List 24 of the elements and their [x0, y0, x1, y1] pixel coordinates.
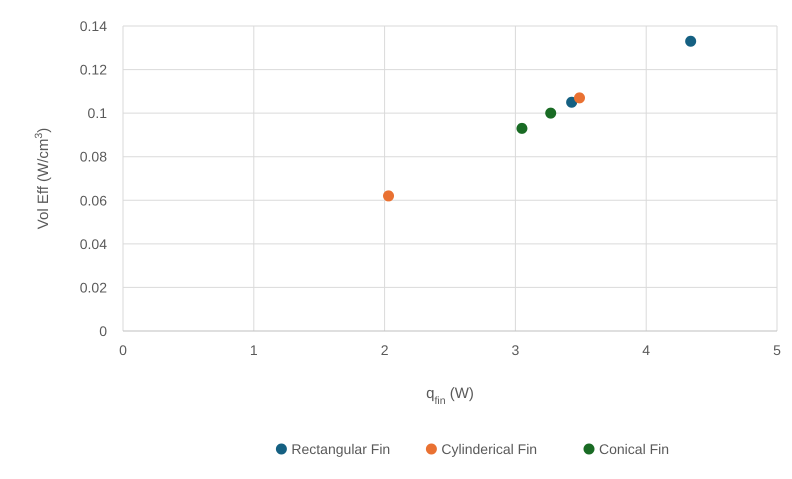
y-tick-label: 0 [99, 323, 108, 339]
x-tick-label: 5 [773, 342, 782, 358]
y-tick-label: 0.02 [80, 279, 108, 296]
legend-label: Rectangular Fin [291, 441, 390, 457]
x-tick-label: 4 [642, 342, 650, 358]
point [545, 108, 556, 119]
x-axis-title: q$_{fin}$ (W) [426, 385, 474, 407]
y-tick-label: 0.14 [80, 18, 108, 34]
y-tick-label: 0.1 [88, 105, 108, 122]
y-tick-label: 0.12 [80, 62, 108, 78]
x-tick-label: 0 [119, 342, 128, 358]
legend-label: Conical Fin [599, 441, 670, 457]
y-tick-label: 0.06 [80, 192, 108, 208]
x-tick-label: 2 [380, 342, 389, 358]
y-tick-label: 0.04 [80, 236, 108, 252]
x-tick-label: 1 [250, 342, 258, 358]
point [685, 36, 696, 47]
y-tick-label: 0.08 [80, 148, 108, 165]
x-tick-label: 3 [512, 342, 520, 358]
point [516, 122, 528, 134]
point [574, 92, 585, 104]
point [383, 190, 394, 202]
legend-label: Cylinderical Fin [441, 441, 538, 457]
point [566, 96, 578, 108]
